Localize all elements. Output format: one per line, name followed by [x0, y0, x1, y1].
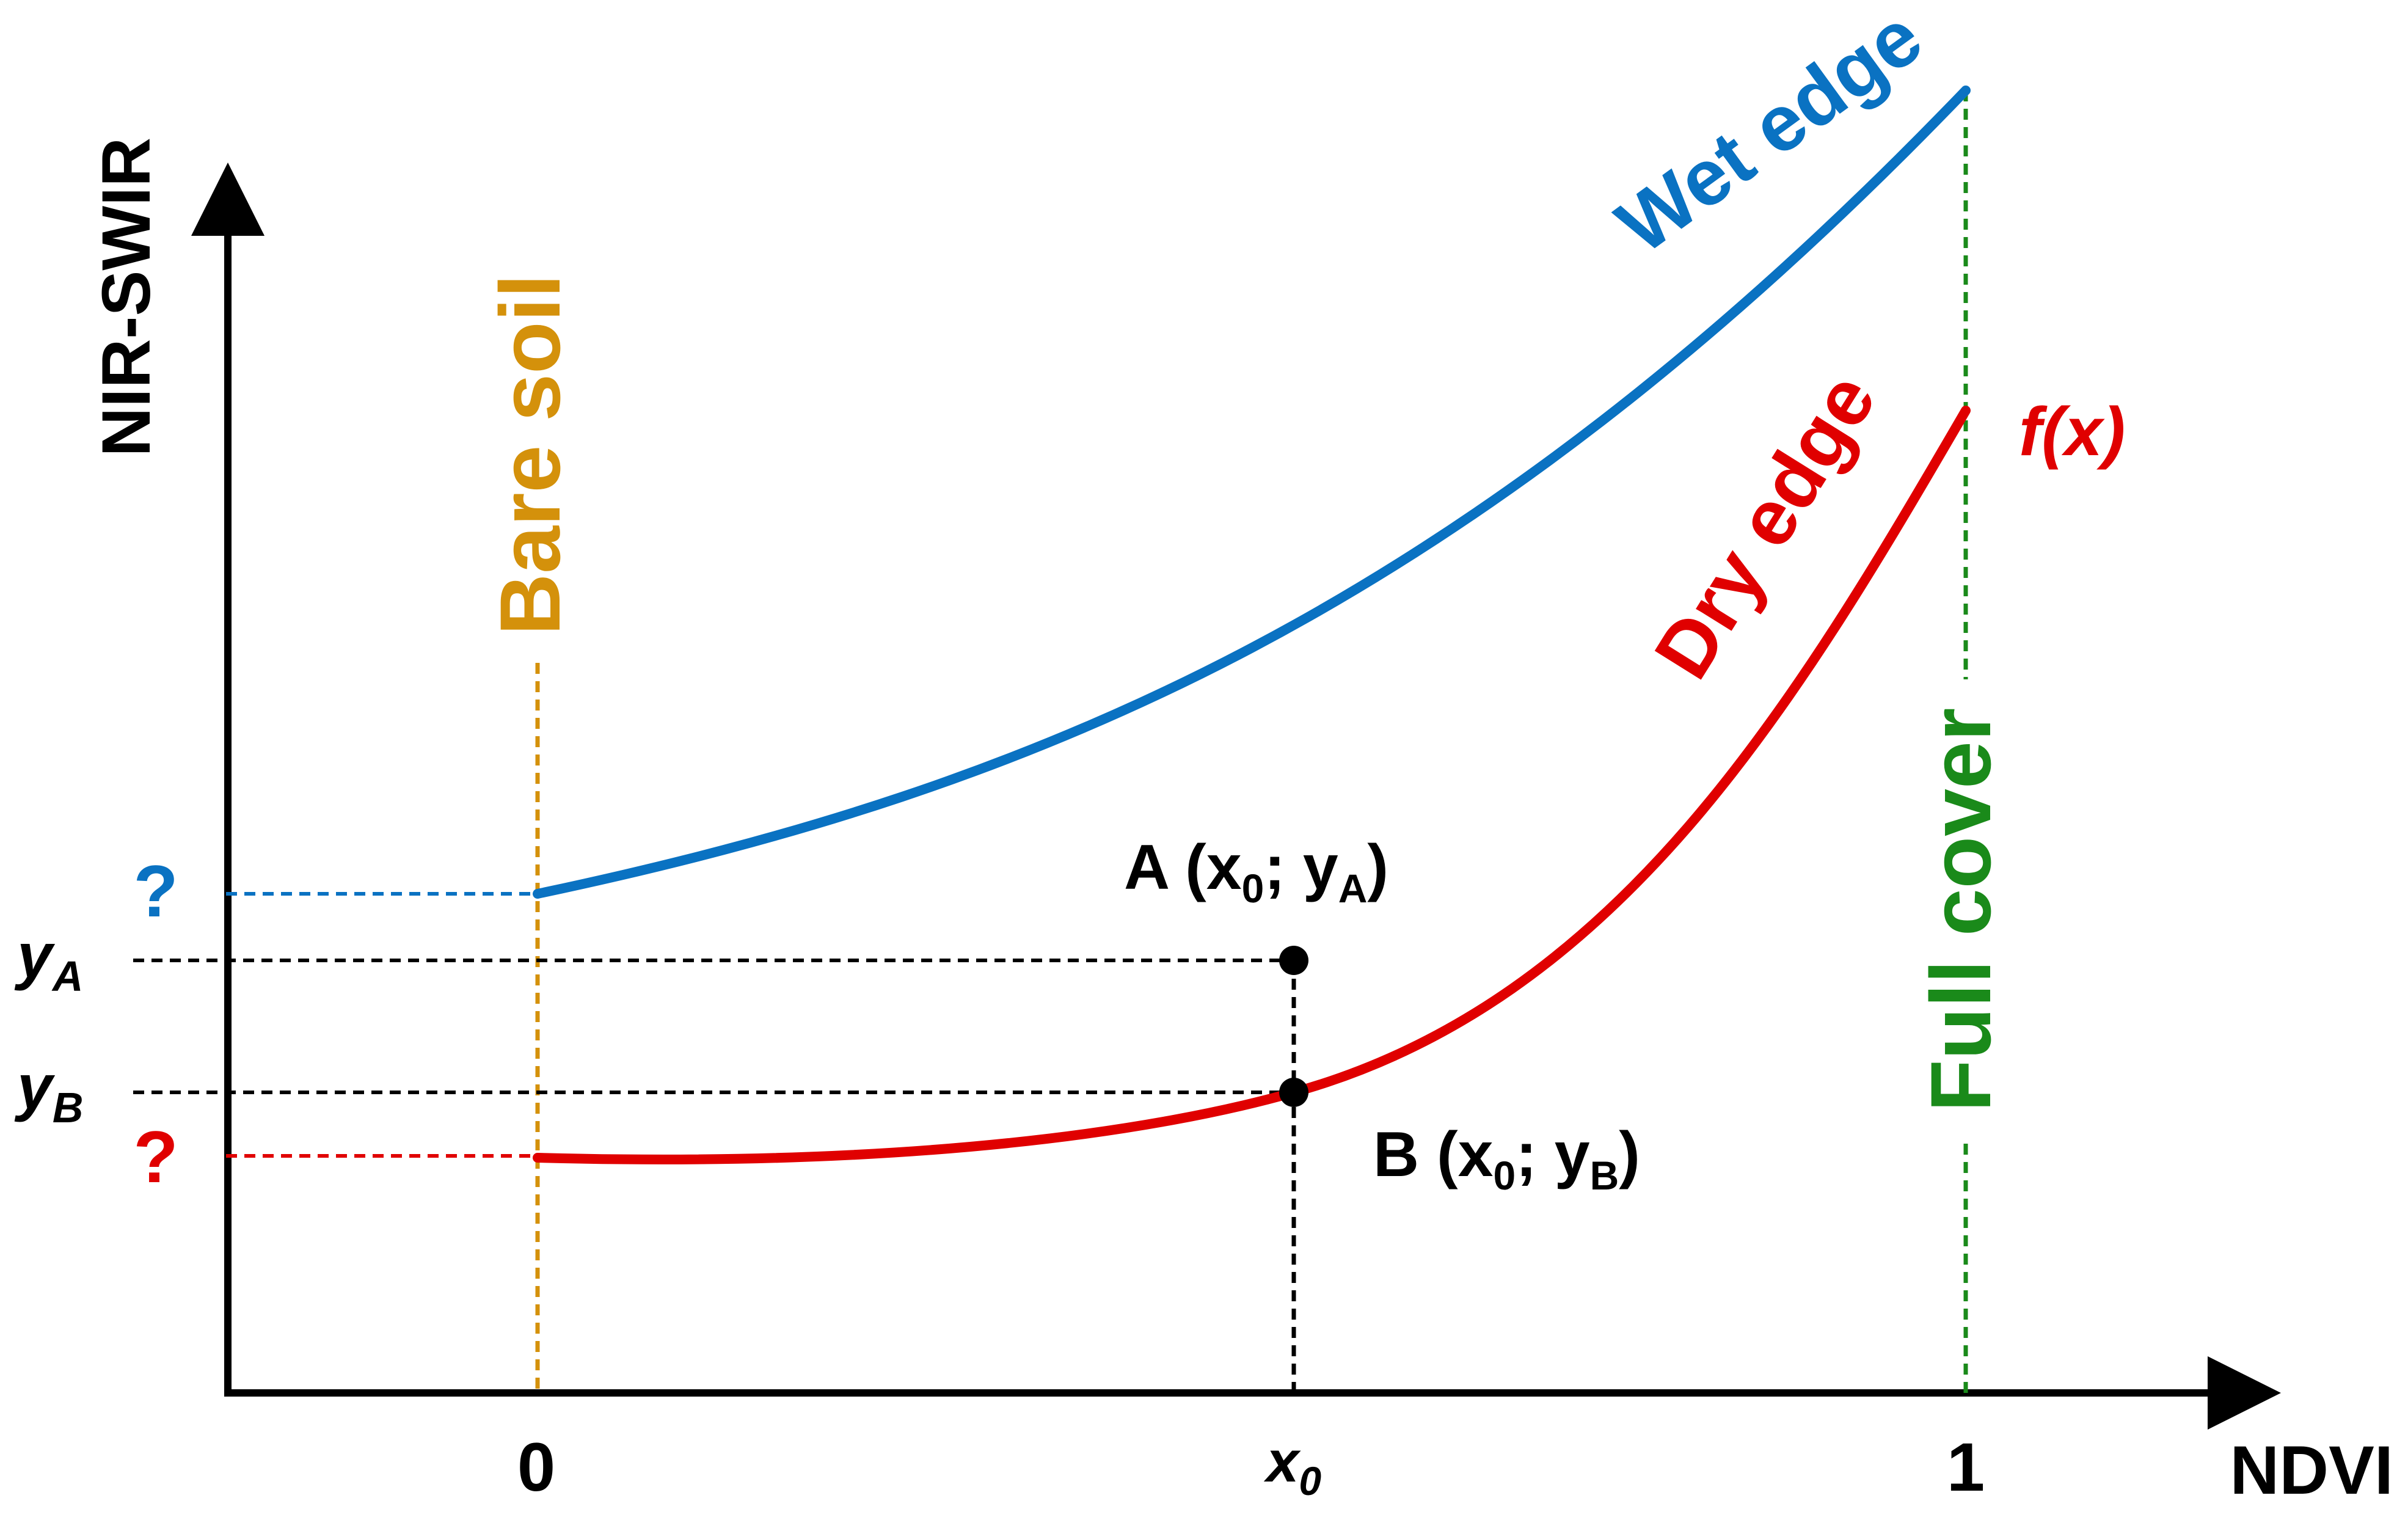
ya-label: yA — [14, 921, 83, 1000]
x-axis-label: NDVI — [2230, 1432, 2393, 1508]
wet-edge-curve — [533, 86, 1971, 899]
wet-edge-label: Wet edge — [1601, 0, 1938, 271]
full-cover-label: Full cover — [1913, 708, 2008, 1112]
y-axis-label: NIR-SWIR — [88, 137, 164, 457]
x-tick-x0: x0 — [1263, 1429, 1321, 1504]
point-a — [1279, 946, 1308, 975]
yb-label: yB — [14, 1052, 83, 1131]
x-tick-0: 0 — [517, 1429, 555, 1505]
bare-soil-label: Bare soil — [482, 274, 578, 635]
x-tick-1: 1 — [1947, 1429, 1985, 1505]
function-label: f(x) — [2019, 393, 2125, 470]
point-a-label: A (x0; yA) — [1124, 832, 1388, 911]
point-b — [1279, 1078, 1308, 1107]
dry-edge-label: Dry edge — [1637, 358, 1893, 693]
dry-edge-curve — [533, 406, 1971, 1164]
dry-intercept-question: ? — [133, 1116, 178, 1198]
point-b-label: B (x0; yB) — [1373, 1119, 1640, 1198]
wet-intercept-question: ? — [133, 850, 178, 932]
